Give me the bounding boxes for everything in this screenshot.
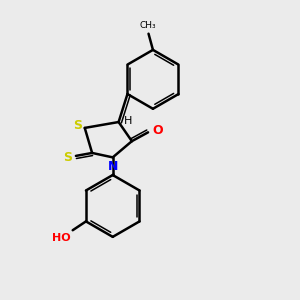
Text: CH₃: CH₃ [139, 21, 156, 30]
Text: O: O [152, 124, 163, 137]
Text: S: S [63, 151, 72, 164]
Text: S: S [73, 119, 82, 132]
Text: N: N [107, 160, 118, 173]
Text: HO: HO [52, 233, 70, 243]
Text: H: H [124, 116, 132, 126]
